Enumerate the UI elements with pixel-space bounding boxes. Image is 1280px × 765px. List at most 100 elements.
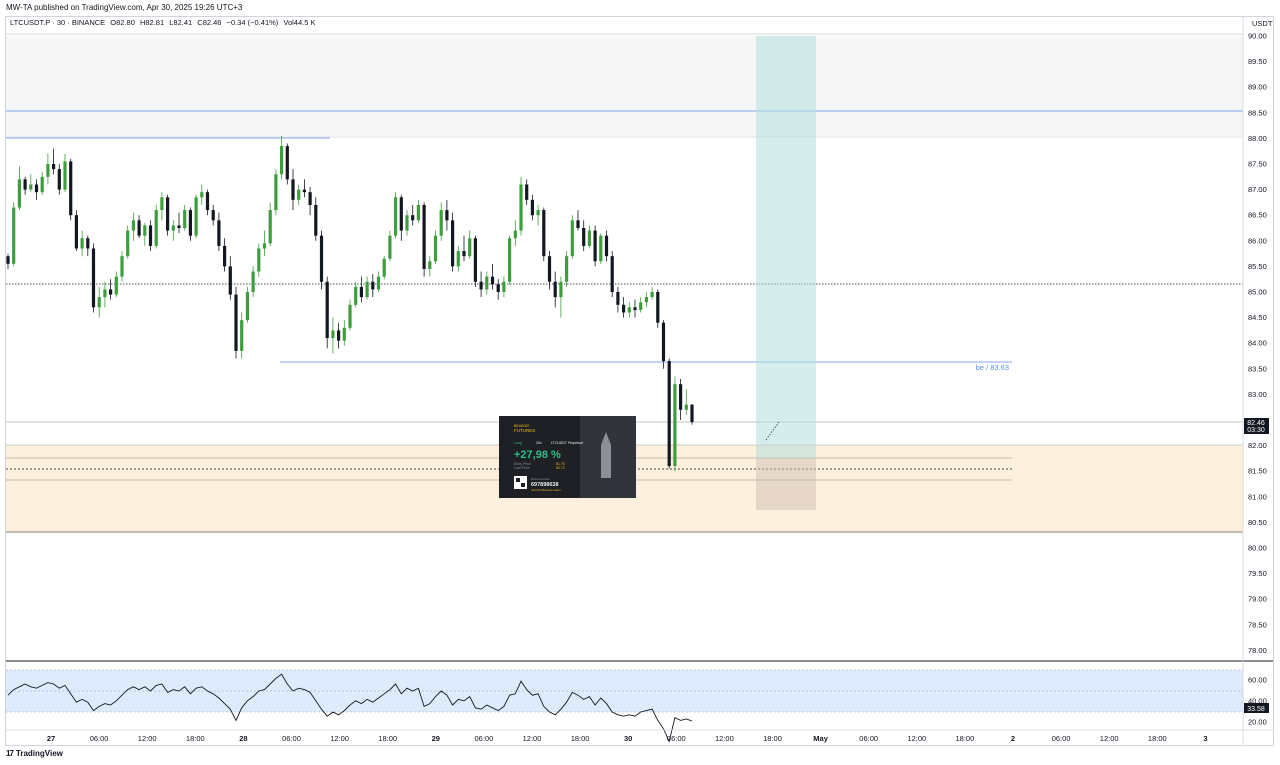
candle[interactable] [154, 210, 158, 246]
candle[interactable] [314, 204, 318, 236]
candle[interactable] [103, 289, 107, 298]
candle[interactable] [337, 330, 341, 341]
candle[interactable] [74, 215, 78, 249]
candle[interactable] [120, 256, 124, 277]
candle[interactable] [109, 289, 113, 295]
candle[interactable] [405, 215, 409, 231]
candle[interactable] [639, 302, 643, 310]
candle[interactable] [137, 220, 141, 236]
candle[interactable] [348, 304, 352, 328]
candle[interactable] [297, 189, 301, 200]
position-stop-zone[interactable] [756, 458, 816, 510]
candle[interactable] [268, 210, 272, 244]
rsi-axis[interactable]: 60.00 40.00 20.00 [1248, 676, 1267, 727]
price-axis[interactable]: 90.00 89.50 89.00 88.50 88.00 87.50 87.00 86.50… [1248, 32, 1267, 655]
candle[interactable] [382, 258, 386, 277]
candle[interactable] [684, 404, 688, 410]
candle[interactable] [650, 292, 654, 298]
tradingview-footer[interactable]: 17 TradingView [6, 749, 63, 758]
candle[interactable] [644, 297, 648, 303]
candle[interactable] [593, 230, 597, 262]
candle[interactable] [23, 179, 27, 190]
candle[interactable] [285, 146, 289, 180]
candle[interactable] [547, 256, 552, 282]
candle[interactable] [422, 204, 426, 269]
candle[interactable] [354, 286, 358, 305]
candle[interactable] [673, 384, 677, 467]
legend-symbol[interactable]: LTCUSDT.P · 30 · BINANCE [10, 18, 106, 27]
candle[interactable] [188, 210, 192, 236]
candle[interactable] [462, 251, 466, 257]
candle[interactable] [171, 225, 175, 231]
candle[interactable] [166, 197, 170, 231]
candle[interactable] [388, 235, 392, 259]
candle[interactable] [274, 174, 278, 211]
candle[interactable] [63, 161, 67, 190]
candle[interactable] [468, 238, 472, 257]
candle[interactable] [690, 404, 694, 423]
candle[interactable] [240, 320, 244, 351]
candle[interactable] [559, 281, 563, 298]
candle[interactable] [519, 184, 523, 231]
time-axis[interactable]: 27 06:00 12:00 18:00 28 06:00 12:00 18:00 29 06:0… [47, 734, 1208, 743]
candle[interactable] [29, 184, 33, 190]
candle[interactable] [223, 245, 227, 267]
chart-frame[interactable] [5, 16, 1274, 746]
candle[interactable] [428, 261, 432, 269]
candle[interactable] [177, 225, 181, 228]
candle[interactable] [160, 197, 164, 211]
candle[interactable] [291, 179, 295, 200]
candle[interactable] [627, 307, 631, 313]
candle[interactable] [394, 197, 398, 236]
candle[interactable] [570, 220, 574, 257]
candle[interactable] [582, 228, 586, 246]
candle[interactable] [308, 192, 312, 205]
candle[interactable] [91, 248, 96, 308]
candle[interactable] [599, 235, 603, 262]
candle[interactable] [331, 330, 335, 339]
candle[interactable] [679, 384, 683, 410]
candle[interactable] [576, 220, 580, 228]
candle[interactable] [502, 281, 506, 292]
candle[interactable] [205, 192, 210, 211]
candle[interactable] [257, 248, 261, 272]
candle[interactable] [251, 271, 255, 292]
candle[interactable] [536, 210, 540, 216]
candle[interactable] [6, 256, 10, 264]
candle[interactable] [228, 266, 232, 295]
candle[interactable] [114, 276, 118, 295]
candle[interactable] [542, 210, 546, 257]
candle[interactable] [80, 238, 84, 249]
candle[interactable] [17, 179, 21, 208]
candle[interactable] [200, 192, 204, 198]
candle[interactable] [633, 307, 637, 310]
candle[interactable] [610, 256, 614, 292]
candle[interactable] [616, 292, 620, 305]
candle[interactable] [52, 164, 56, 170]
candle[interactable] [262, 243, 267, 249]
candle[interactable] [12, 207, 16, 264]
candle[interactable] [604, 235, 609, 257]
candle[interactable] [416, 204, 420, 221]
candle[interactable] [126, 230, 130, 257]
candle[interactable] [479, 281, 483, 290]
candle[interactable] [496, 284, 500, 292]
candle[interactable] [148, 225, 153, 246]
candle[interactable] [667, 361, 671, 467]
candle[interactable] [490, 276, 495, 285]
candle[interactable] [69, 161, 73, 216]
candle[interactable] [97, 297, 101, 308]
candle[interactable] [661, 322, 666, 362]
candle[interactable] [587, 230, 591, 246]
candle[interactable] [57, 169, 61, 190]
position-profit-zone[interactable] [756, 36, 816, 458]
candle[interactable] [656, 292, 660, 323]
candle[interactable] [565, 256, 569, 282]
candle[interactable] [485, 276, 489, 290]
candle[interactable] [245, 292, 249, 321]
candle[interactable] [131, 220, 135, 231]
candle[interactable] [302, 189, 306, 193]
candle[interactable] [371, 281, 375, 290]
candle[interactable] [530, 199, 534, 216]
